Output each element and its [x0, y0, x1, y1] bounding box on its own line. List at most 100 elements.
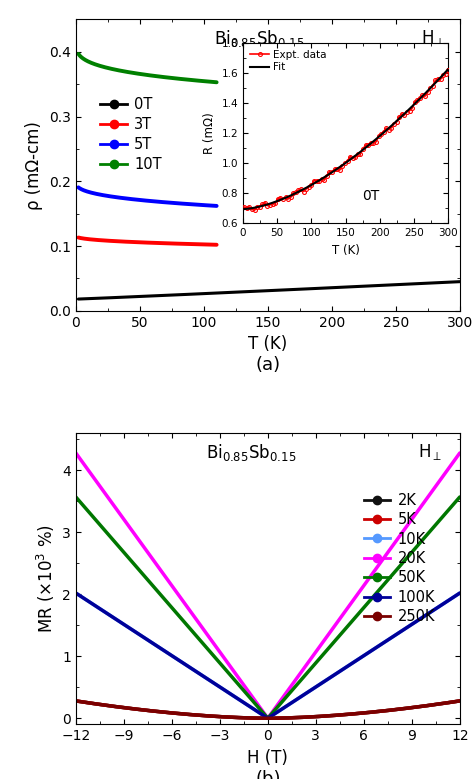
20K: [264, 713, 270, 722]
Line: 3T: 3T: [78, 238, 217, 245]
Legend: 0T, 3T, 5T, 10T: 0T, 3T, 5T, 10T: [95, 91, 167, 178]
100K: [264, 714, 270, 723]
2K: [264, 714, 270, 723]
5K: [330, 711, 336, 721]
50K: [330, 639, 336, 648]
20K: [363, 579, 368, 588]
Line: 20K: 20K: [76, 453, 460, 717]
10T: [76, 50, 82, 59]
3T: [158, 238, 164, 248]
Line: 10T: 10T: [78, 54, 217, 83]
10K: [300, 691, 306, 700]
2K: [141, 705, 146, 714]
10K: [457, 588, 463, 597]
250K: [141, 705, 146, 714]
10T: [214, 78, 219, 87]
3T: [75, 233, 81, 242]
Line: 50K: 50K: [76, 497, 460, 718]
20K: [141, 542, 146, 552]
5K: [300, 713, 306, 722]
Text: H$_\perp$: H$_\perp$: [418, 442, 442, 462]
100K: [330, 671, 336, 681]
2K: [363, 708, 368, 717]
Text: Bi$_{0.85}$Sb$_{0.15}$: Bi$_{0.85}$Sb$_{0.15}$: [206, 442, 297, 463]
10T: [192, 76, 198, 85]
100K: [300, 691, 306, 700]
Text: Bi$_{0.85}$Sb$_{0.15}$: Bi$_{0.85}$Sb$_{0.15}$: [214, 28, 304, 49]
Text: H$_\perp$: H$_\perp$: [421, 28, 446, 48]
Line: 100K: 100K: [76, 593, 460, 718]
5K: [246, 714, 252, 723]
10K: [246, 702, 252, 711]
20K: [73, 448, 79, 457]
2K: [246, 714, 252, 723]
10T: [158, 72, 164, 81]
Y-axis label: MR (×10$^{3}$ %): MR (×10$^{3}$ %): [35, 524, 56, 633]
2K: [330, 711, 336, 721]
Legend: 2K, 5K, 10K, 20K, 50K, 100K, 250K: 2K, 5K, 10K, 20K, 50K, 100K, 250K: [358, 487, 441, 630]
50K: [300, 673, 306, 682]
250K: [246, 714, 252, 723]
10K: [363, 650, 368, 659]
3T: [214, 240, 219, 249]
Line: 10K: 10K: [76, 593, 460, 718]
Line: 250K: 250K: [76, 701, 460, 718]
0T: [302, 284, 308, 294]
3T: [76, 233, 82, 242]
Text: (a): (a): [255, 356, 281, 374]
5T: [192, 200, 198, 210]
100K: [457, 588, 463, 597]
5T: [158, 197, 164, 206]
10K: [141, 633, 146, 642]
20K: [246, 689, 252, 698]
Y-axis label: ρ (mΩ-cm): ρ (mΩ-cm): [26, 121, 44, 210]
5T: [214, 201, 219, 210]
50K: [264, 714, 270, 723]
10T: [160, 72, 166, 82]
Line: 0T: 0T: [78, 282, 460, 299]
50K: [457, 492, 463, 502]
50K: [73, 492, 79, 502]
Text: (b): (b): [255, 770, 281, 779]
0T: [448, 277, 454, 287]
Line: 2K: 2K: [76, 701, 460, 718]
100K: [246, 702, 252, 711]
5K: [457, 696, 463, 706]
2K: [300, 713, 306, 722]
250K: [330, 711, 336, 721]
3T: [160, 238, 166, 248]
50K: [246, 693, 252, 702]
5T: [75, 183, 81, 192]
5T: [76, 183, 82, 192]
5K: [73, 696, 79, 706]
100K: [172, 653, 177, 662]
100K: [141, 633, 146, 642]
0T: [388, 280, 394, 290]
10K: [264, 714, 270, 723]
250K: [363, 708, 368, 717]
50K: [172, 606, 177, 615]
20K: [457, 448, 463, 457]
5T: [157, 197, 163, 206]
2K: [172, 709, 177, 718]
20K: [172, 585, 177, 594]
100K: [363, 650, 368, 659]
2K: [457, 696, 463, 706]
0T: [282, 285, 288, 294]
Line: 5T: 5T: [78, 188, 217, 206]
50K: [363, 601, 368, 610]
X-axis label: T (K): T (K): [248, 335, 287, 353]
10K: [73, 588, 79, 597]
0T: [75, 294, 81, 304]
Line: 5K: 5K: [76, 701, 460, 718]
250K: [457, 696, 463, 706]
250K: [73, 696, 79, 706]
X-axis label: H (T): H (T): [247, 749, 288, 767]
3T: [192, 239, 198, 249]
0T: [457, 277, 463, 287]
3T: [157, 238, 163, 248]
10K: [172, 653, 177, 662]
5T: [160, 197, 166, 206]
250K: [300, 713, 306, 722]
10K: [330, 671, 336, 681]
